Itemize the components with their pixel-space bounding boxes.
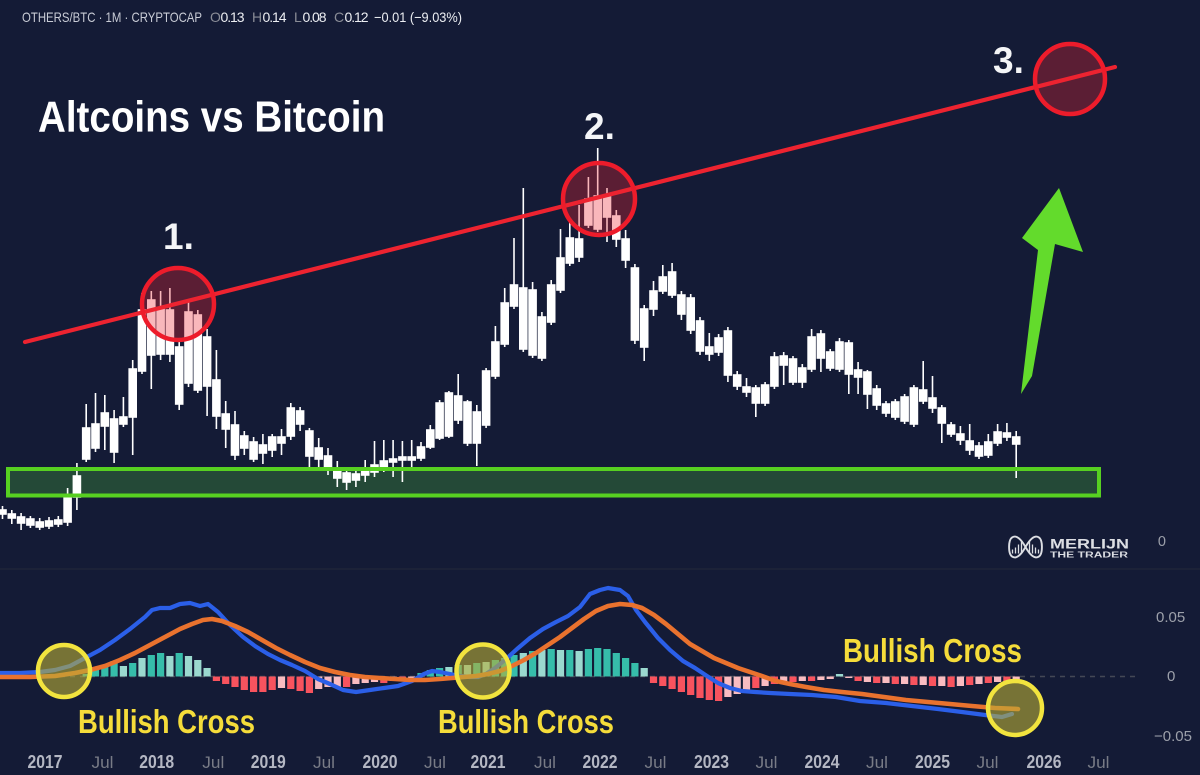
svg-text:Jul: Jul (866, 753, 888, 772)
svg-text:−0.01 (−9.03%): −0.01 (−9.03%) (374, 9, 462, 25)
svg-text:MERLIJN: MERLIJN (1050, 536, 1129, 552)
svg-text:2019: 2019 (251, 752, 286, 772)
svg-text:Jul: Jul (977, 753, 999, 772)
svg-text:O: O (210, 9, 221, 25)
svg-text:0: 0 (1158, 534, 1166, 550)
svg-text:Bullish Cross: Bullish Cross (438, 703, 614, 740)
svg-text:2020: 2020 (363, 752, 398, 772)
svg-text:2018: 2018 (139, 752, 174, 772)
svg-text:Jul: Jul (313, 753, 335, 772)
svg-text:2025: 2025 (915, 752, 950, 772)
svg-text:2026: 2026 (1027, 752, 1062, 772)
svg-text:Jul: Jul (424, 753, 446, 772)
svg-text:Altcoins vs Bitcoin: Altcoins vs Bitcoin (38, 93, 385, 142)
svg-text:0.13: 0.13 (221, 9, 245, 25)
svg-text:0.14: 0.14 (263, 9, 287, 25)
svg-text:2024: 2024 (805, 752, 840, 772)
svg-text:0.08: 0.08 (303, 9, 327, 25)
svg-text:Jul: Jul (645, 753, 667, 772)
svg-text:1.: 1. (163, 216, 194, 257)
svg-text:Bullish Cross: Bullish Cross (78, 703, 255, 740)
svg-text:Jul: Jul (756, 753, 778, 772)
svg-text:Jul: Jul (202, 753, 224, 772)
svg-text:Bullish Cross: Bullish Cross (843, 632, 1022, 669)
svg-text:C: C (334, 9, 344, 25)
svg-text:THE TRADER: THE TRADER (1050, 551, 1128, 560)
svg-text:2022: 2022 (583, 752, 618, 772)
svg-text:0.12: 0.12 (345, 9, 369, 25)
svg-text:L: L (294, 9, 302, 25)
svg-text:0: 0 (1167, 668, 1175, 685)
svg-text:H: H (252, 9, 262, 25)
svg-text:−0.05: −0.05 (1154, 728, 1192, 745)
svg-text:2023: 2023 (694, 752, 729, 772)
svg-text:Jul: Jul (92, 753, 114, 772)
svg-text:OTHERS/BTC · 1M · CRYPTOCAP: OTHERS/BTC · 1M · CRYPTOCAP (22, 9, 202, 25)
svg-text:Jul: Jul (1088, 753, 1110, 772)
svg-text:Jul: Jul (534, 753, 556, 772)
svg-text:2021: 2021 (471, 752, 506, 772)
svg-text:2017: 2017 (28, 752, 63, 772)
svg-text:3.: 3. (993, 40, 1024, 81)
svg-text:0.05: 0.05 (1156, 609, 1185, 626)
svg-text:2.: 2. (584, 106, 615, 147)
